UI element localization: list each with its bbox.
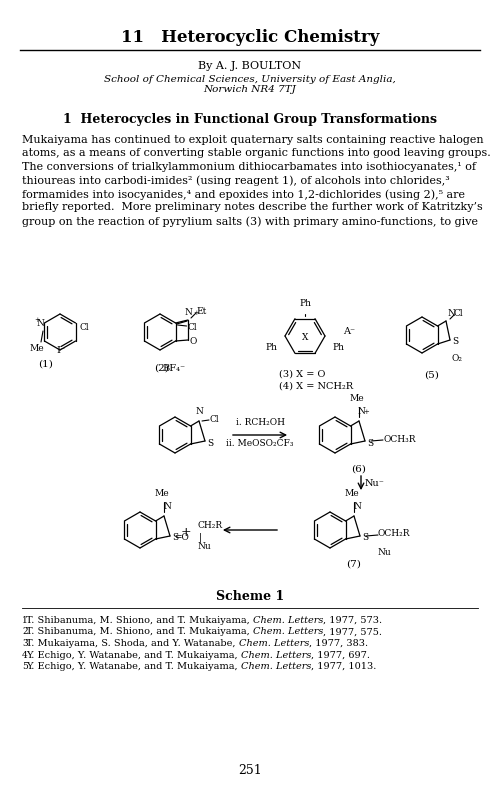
Text: Et: Et (196, 308, 206, 316)
Text: (6): (6) (352, 465, 366, 474)
Text: , 1977, 573.: , 1977, 573. (323, 616, 382, 625)
Text: I⁻: I⁻ (56, 346, 65, 355)
Text: 11   Heterocyclic Chemistry: 11 Heterocyclic Chemistry (121, 29, 379, 46)
Text: 1  Heterocycles in Functional Group Transformations: 1 Heterocycles in Functional Group Trans… (63, 114, 437, 126)
Text: N: N (358, 407, 366, 416)
Text: 1: 1 (22, 616, 28, 625)
Text: , 1977, 575.: , 1977, 575. (323, 627, 382, 637)
Text: S: S (367, 439, 373, 448)
Text: Scheme 1: Scheme 1 (216, 590, 284, 603)
Text: Nu⁻: Nu⁻ (365, 479, 385, 487)
Text: BF₄⁻: BF₄⁻ (162, 364, 186, 373)
Text: T. Shibanuma, M. Shiono, and T. Mukaiyama,: T. Shibanuma, M. Shiono, and T. Mukaiyam… (26, 627, 253, 637)
Text: CH₂R: CH₂R (198, 521, 223, 529)
Text: 4: 4 (22, 650, 28, 660)
Text: Chem. Letters: Chem. Letters (238, 639, 309, 648)
Text: A⁻: A⁻ (343, 327, 355, 335)
Text: OCH₂R: OCH₂R (378, 529, 410, 538)
Text: N: N (184, 308, 192, 317)
Text: School of Chemical Sciences, University of East Anglia,: School of Chemical Sciences, University … (104, 75, 396, 83)
Text: Me: Me (350, 394, 364, 403)
Text: S: S (207, 439, 213, 448)
Text: N: N (195, 407, 203, 416)
Text: Me: Me (154, 489, 170, 498)
Text: T. Mukaiyama, S. Shoda, and Y. Watanabe,: T. Mukaiyama, S. Shoda, and Y. Watanabe, (26, 639, 238, 648)
Text: Chem. Letters: Chem. Letters (241, 650, 311, 660)
Text: (4) X = NCH₂R: (4) X = NCH₂R (279, 382, 353, 391)
Text: O₂: O₂ (452, 354, 463, 363)
Text: (3) X = O: (3) X = O (279, 370, 326, 379)
Text: formamides into isocyanides,⁴ and epoxides into 1,2-dichlorides (using 2),⁵ are: formamides into isocyanides,⁴ and epoxid… (22, 189, 465, 200)
Text: , 1977, 1013.: , 1977, 1013. (311, 662, 376, 671)
Text: N: N (353, 502, 361, 511)
Text: Me: Me (344, 489, 360, 498)
Text: Cl: Cl (454, 308, 464, 317)
Text: , 1977, 697.: , 1977, 697. (311, 650, 370, 660)
Text: ii. MeOSO₂CF₃: ii. MeOSO₂CF₃ (226, 439, 294, 448)
Text: Cl: Cl (188, 323, 197, 332)
Text: , 1977, 383.: , 1977, 383. (309, 639, 368, 648)
Text: (1): (1) (38, 360, 53, 369)
Text: +: + (180, 526, 192, 540)
Text: O: O (190, 338, 198, 347)
Text: Norwich NR4 7TJ: Norwich NR4 7TJ (204, 86, 296, 95)
Text: 2: 2 (22, 627, 28, 637)
Text: Y. Echigo, Y. Watanabe, and T. Mukaiyama,: Y. Echigo, Y. Watanabe, and T. Mukaiyama… (26, 662, 241, 671)
Text: briefly reported.  More preliminary notes describe the further work of Katritzky: briefly reported. More preliminary notes… (22, 203, 483, 212)
Text: group on the reaction of pyrylium salts (3) with primary amino-functions, to giv: group on the reaction of pyrylium salts … (22, 216, 478, 227)
Text: (7): (7) (346, 560, 362, 569)
Text: S: S (362, 533, 368, 542)
Text: Cl: Cl (209, 414, 218, 424)
Text: Ph: Ph (332, 343, 344, 352)
Text: OCH₃R: OCH₃R (383, 435, 416, 444)
Text: Nu: Nu (378, 548, 392, 557)
Text: +: + (193, 309, 199, 317)
Text: i. RCH₂OH: i. RCH₂OH (236, 418, 284, 427)
Text: N: N (36, 320, 44, 328)
Text: X: X (302, 333, 308, 343)
Text: Chem. Letters: Chem. Letters (253, 627, 323, 637)
Text: |: | (198, 533, 202, 542)
Text: 3: 3 (22, 639, 28, 648)
Text: N: N (447, 309, 455, 318)
Text: thioureas into carbodi-imides² (using reagent 1), of alcohols into chlorides,³: thioureas into carbodi-imides² (using re… (22, 176, 450, 186)
Text: Chem. Letters: Chem. Letters (241, 662, 311, 671)
Text: (5): (5) (424, 371, 440, 380)
Text: Cl: Cl (79, 324, 88, 332)
Text: +: + (34, 316, 40, 324)
Text: 251: 251 (238, 763, 262, 777)
Text: =O: =O (174, 533, 189, 541)
Text: (2): (2) (154, 364, 170, 373)
Text: atoms, as a means of converting stable organic functions into good leaving group: atoms, as a means of converting stable o… (22, 149, 491, 158)
Text: Me: Me (30, 344, 44, 353)
Text: N: N (163, 502, 171, 511)
Text: Ph: Ph (266, 343, 278, 352)
Text: S: S (172, 533, 178, 542)
Text: Y. Echigo, Y. Watanabe, and T. Mukaiyama,: Y. Echigo, Y. Watanabe, and T. Mukaiyama… (26, 650, 241, 660)
Text: Ph: Ph (299, 299, 311, 308)
Text: Nu: Nu (198, 542, 212, 551)
Text: By A. J. BOULTON: By A. J. BOULTON (198, 61, 302, 71)
Text: The conversions of trialkylammonium dithiocarbamates into isothiocyanates,¹ of: The conversions of trialkylammonium dith… (22, 162, 476, 172)
Text: Chem. Letters: Chem. Letters (253, 616, 323, 625)
Text: Mukaiyama has continued to exploit quaternary salts containing reactive halogen: Mukaiyama has continued to exploit quate… (22, 135, 483, 145)
Text: 5: 5 (22, 662, 28, 671)
Text: +: + (363, 408, 369, 416)
Text: S: S (452, 338, 458, 347)
Text: T. Shibanuma, M. Shiono, and T. Mukaiyama,: T. Shibanuma, M. Shiono, and T. Mukaiyam… (26, 616, 253, 625)
